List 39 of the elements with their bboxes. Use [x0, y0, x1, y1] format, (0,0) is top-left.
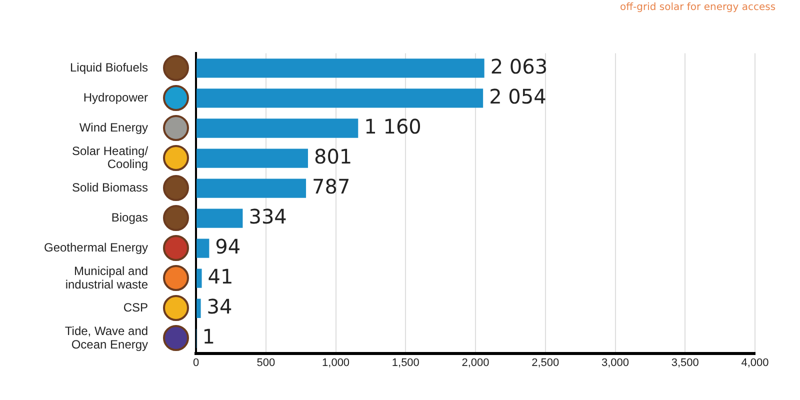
data-label: 41 [208, 264, 234, 289]
x-tick-label: 2,000 [462, 357, 490, 370]
y-tick-label: Solid Biomass [72, 180, 148, 195]
x-tick-label: 1,000 [322, 357, 350, 370]
bar [196, 58, 484, 78]
data-label: 2 063 [490, 54, 548, 78]
bar [196, 118, 358, 138]
bar [196, 298, 201, 318]
x-tick-label: 0 [192, 357, 200, 370]
data-label: 787 [312, 174, 350, 198]
y-tick-label: Biogas [111, 210, 148, 225]
data-label: 2 054 [489, 84, 546, 108]
data-label: 801 [314, 144, 352, 168]
text: off-grid solar for energy access [620, 2, 777, 14]
bar [196, 88, 484, 108]
bar [196, 178, 306, 198]
data-label: 94 [215, 234, 241, 259]
y-tick-label: Tide, Wave and Ocean Energy [64, 324, 148, 352]
y-tick-label: Liquid Biofuels [70, 60, 148, 75]
x-tick-label: 1,500 [392, 357, 420, 370]
data-label: 334 [248, 204, 287, 229]
x-tick-label: 3,500 [671, 357, 699, 370]
data-label: 1 [202, 324, 215, 349]
y-tick-label: Hydropower [83, 90, 148, 105]
y-tick-label: CSP [123, 300, 148, 315]
bar [196, 148, 308, 168]
y-tick-label: Wind Energy [79, 120, 148, 135]
bar [196, 208, 243, 228]
x-tick-label: 4,000 [741, 357, 769, 370]
bar [196, 238, 210, 258]
x-tick-label: 2,500 [532, 357, 560, 370]
x-tick-label: 3,000 [601, 357, 630, 370]
data-label: 34 [206, 294, 232, 319]
x-tick-label: 500 [256, 357, 276, 370]
y-tick-label: Solar Heating/ Cooling [72, 144, 149, 172]
y-tick-label: Geothermal Energy [44, 240, 148, 255]
bar [196, 268, 202, 288]
y-tick-label: Municipal and industrial waste [65, 264, 148, 292]
data-label: 1 160 [364, 114, 422, 138]
